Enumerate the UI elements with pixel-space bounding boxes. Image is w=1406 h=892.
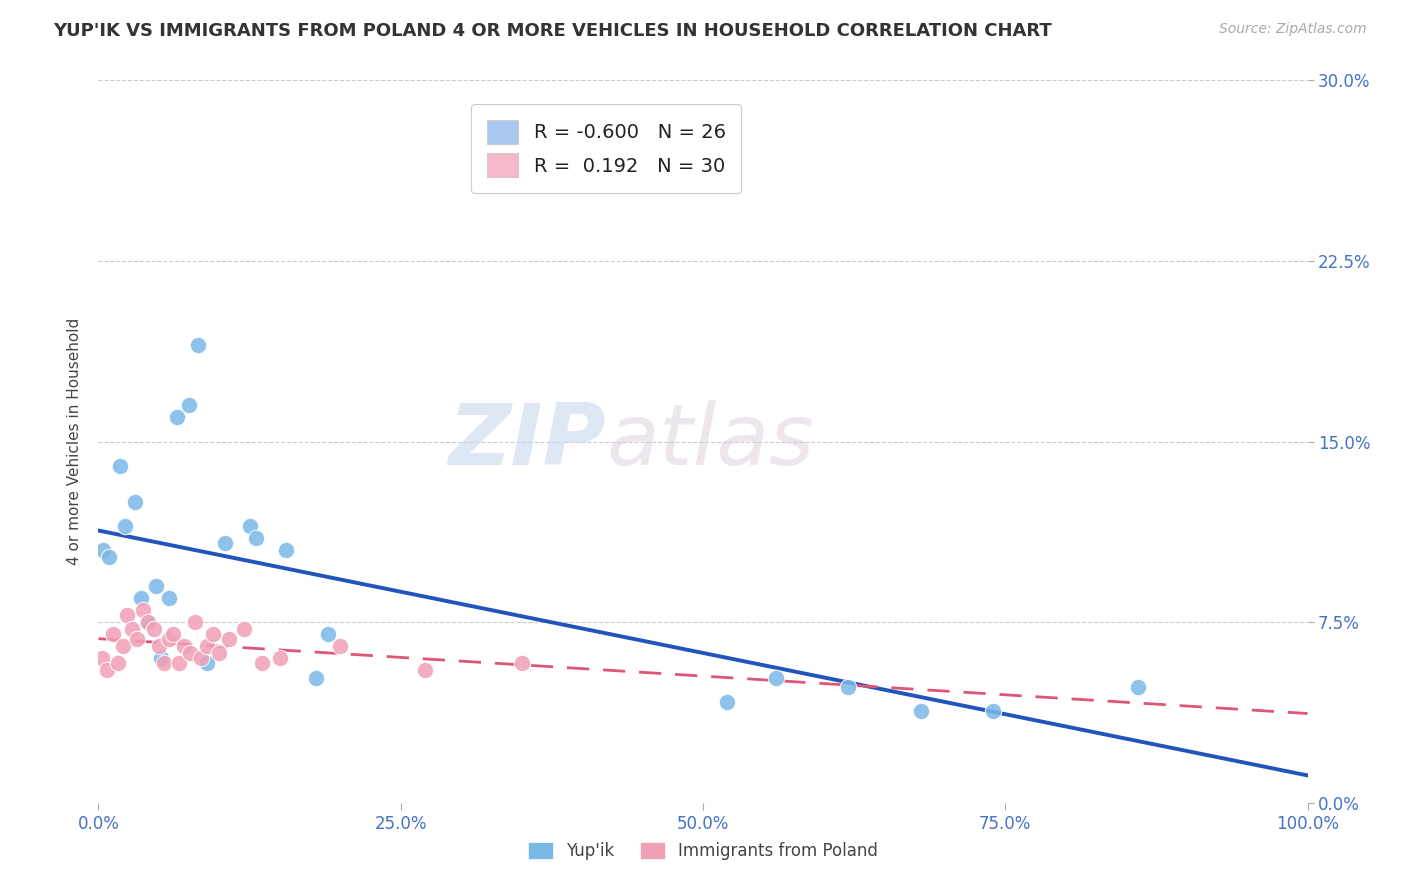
Point: [202, 627, 225, 641]
Point: [1128, 680, 1150, 694]
Point: [510, 656, 533, 670]
Point: [114, 519, 136, 533]
Point: [274, 542, 297, 557]
Point: [716, 695, 738, 709]
Point: [269, 651, 291, 665]
Point: [145, 579, 167, 593]
Text: ZIP: ZIP: [449, 400, 606, 483]
Point: [179, 398, 201, 412]
Point: [239, 519, 262, 533]
Point: [96, 664, 118, 678]
Point: [157, 632, 180, 646]
Point: [329, 639, 352, 653]
Point: [143, 623, 166, 637]
Point: [190, 651, 212, 665]
Point: [413, 664, 436, 678]
Point: [166, 410, 188, 425]
Point: [98, 550, 121, 565]
Point: [136, 615, 159, 630]
Point: [184, 615, 207, 630]
Point: [305, 671, 328, 685]
Point: [837, 680, 859, 694]
Point: [232, 623, 254, 637]
Point: [245, 531, 267, 545]
Point: [214, 535, 236, 549]
Point: [91, 542, 114, 557]
Point: [127, 632, 149, 646]
Point: [107, 656, 129, 670]
Point: [111, 639, 134, 653]
Point: [157, 591, 180, 606]
Point: [124, 494, 146, 508]
Point: [132, 603, 155, 617]
Point: [121, 623, 143, 637]
Point: [129, 591, 152, 606]
Point: [218, 632, 240, 646]
Legend: Yup'ik, Immigrants from Poland: Yup'ik, Immigrants from Poland: [522, 835, 884, 867]
Point: [162, 627, 184, 641]
Point: [910, 704, 932, 718]
Point: [108, 458, 131, 473]
Text: YUP'IK VS IMMIGRANTS FROM POLAND 4 OR MORE VEHICLES IN HOUSEHOLD CORRELATION CHA: YUP'IK VS IMMIGRANTS FROM POLAND 4 OR MO…: [53, 22, 1052, 40]
Point: [187, 338, 209, 352]
Point: [765, 671, 787, 685]
Point: [981, 704, 1004, 718]
Point: [135, 615, 157, 630]
Point: [101, 627, 124, 641]
Point: [117, 607, 139, 622]
Y-axis label: 4 or more Vehicles in Household: 4 or more Vehicles in Household: [67, 318, 83, 566]
Point: [179, 647, 201, 661]
Text: Source: ZipAtlas.com: Source: ZipAtlas.com: [1219, 22, 1367, 37]
Text: atlas: atlas: [606, 400, 814, 483]
Point: [250, 656, 273, 670]
Point: [195, 639, 218, 653]
Point: [195, 656, 218, 670]
Point: [150, 651, 173, 665]
Point: [148, 639, 170, 653]
Point: [173, 639, 195, 653]
Point: [91, 651, 114, 665]
Point: [152, 656, 174, 670]
Point: [208, 647, 231, 661]
Point: [169, 656, 191, 670]
Point: [316, 627, 339, 641]
